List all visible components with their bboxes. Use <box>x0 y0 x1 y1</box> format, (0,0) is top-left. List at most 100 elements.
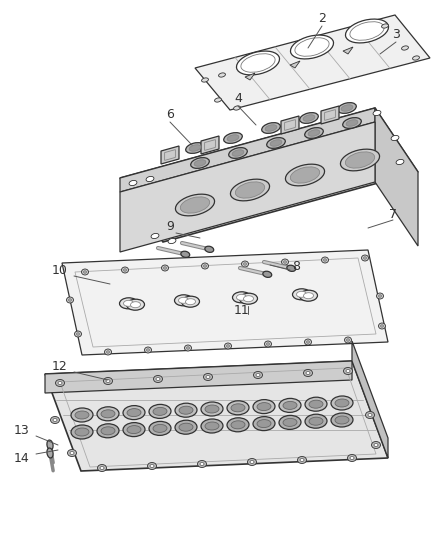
Ellipse shape <box>247 458 257 465</box>
Ellipse shape <box>204 374 212 381</box>
Ellipse shape <box>175 420 197 434</box>
Ellipse shape <box>300 458 304 462</box>
Ellipse shape <box>187 347 190 349</box>
Ellipse shape <box>198 461 206 467</box>
Text: 12: 12 <box>52 359 68 373</box>
Ellipse shape <box>163 266 166 269</box>
Ellipse shape <box>256 374 260 376</box>
Text: 9: 9 <box>166 221 174 233</box>
Ellipse shape <box>413 56 420 60</box>
Ellipse shape <box>168 238 176 244</box>
Ellipse shape <box>56 379 64 386</box>
Ellipse shape <box>233 292 251 303</box>
Polygon shape <box>120 122 375 252</box>
Ellipse shape <box>204 265 206 267</box>
Ellipse shape <box>227 401 249 415</box>
Ellipse shape <box>263 271 272 277</box>
Ellipse shape <box>283 401 297 409</box>
Ellipse shape <box>227 418 249 432</box>
Ellipse shape <box>270 140 282 146</box>
Ellipse shape <box>378 323 385 329</box>
Ellipse shape <box>162 265 169 271</box>
Ellipse shape <box>240 293 258 304</box>
Ellipse shape <box>84 271 86 273</box>
Ellipse shape <box>179 423 193 431</box>
Ellipse shape <box>343 367 353 375</box>
Ellipse shape <box>233 106 240 110</box>
Ellipse shape <box>153 376 162 383</box>
Ellipse shape <box>345 152 374 168</box>
Ellipse shape <box>75 428 89 436</box>
Ellipse shape <box>74 331 81 337</box>
Ellipse shape <box>97 424 119 438</box>
Ellipse shape <box>124 269 127 271</box>
Ellipse shape <box>103 377 113 384</box>
Polygon shape <box>352 341 388 458</box>
Ellipse shape <box>101 427 115 435</box>
Ellipse shape <box>257 419 271 427</box>
Ellipse shape <box>127 409 141 417</box>
Ellipse shape <box>153 424 167 432</box>
Ellipse shape <box>231 421 245 429</box>
Ellipse shape <box>201 78 208 82</box>
Ellipse shape <box>286 164 325 186</box>
Text: 8: 8 <box>292 261 300 273</box>
Ellipse shape <box>304 339 311 345</box>
Ellipse shape <box>47 448 53 458</box>
Ellipse shape <box>346 369 350 373</box>
Ellipse shape <box>181 296 199 307</box>
Ellipse shape <box>290 167 320 183</box>
Ellipse shape <box>68 299 71 301</box>
Polygon shape <box>290 61 300 68</box>
Ellipse shape <box>123 406 145 419</box>
Ellipse shape <box>350 456 354 459</box>
Ellipse shape <box>175 403 197 417</box>
Ellipse shape <box>184 345 191 351</box>
Ellipse shape <box>106 351 110 353</box>
Text: 13: 13 <box>14 424 30 437</box>
Ellipse shape <box>194 160 206 166</box>
Text: 3: 3 <box>392 28 400 41</box>
Ellipse shape <box>346 339 350 341</box>
Ellipse shape <box>303 115 315 121</box>
Text: 14: 14 <box>14 451 30 464</box>
Text: 11: 11 <box>234 304 250 318</box>
Ellipse shape <box>265 341 272 347</box>
Ellipse shape <box>201 419 223 433</box>
Text: 4: 4 <box>234 92 242 104</box>
Ellipse shape <box>253 417 275 431</box>
Ellipse shape <box>335 399 349 407</box>
Ellipse shape <box>254 372 262 378</box>
Ellipse shape <box>283 261 286 263</box>
Ellipse shape <box>253 400 275 414</box>
Ellipse shape <box>250 461 254 464</box>
Ellipse shape <box>283 418 297 426</box>
Ellipse shape <box>151 233 159 239</box>
Ellipse shape <box>261 123 280 133</box>
Ellipse shape <box>153 407 167 415</box>
Ellipse shape <box>368 414 372 416</box>
Ellipse shape <box>231 404 245 412</box>
Ellipse shape <box>215 98 222 102</box>
Ellipse shape <box>381 325 384 327</box>
Ellipse shape <box>146 349 149 351</box>
Polygon shape <box>375 108 418 246</box>
Ellipse shape <box>304 293 314 298</box>
Ellipse shape <box>305 414 327 428</box>
Ellipse shape <box>324 259 326 261</box>
Ellipse shape <box>150 464 154 467</box>
Ellipse shape <box>305 127 323 139</box>
Ellipse shape <box>237 51 279 75</box>
Ellipse shape <box>97 407 119 421</box>
Ellipse shape <box>149 405 171 418</box>
Text: 2: 2 <box>318 12 326 25</box>
Ellipse shape <box>226 345 230 348</box>
Polygon shape <box>343 47 353 54</box>
Ellipse shape <box>58 382 62 384</box>
Ellipse shape <box>237 294 247 300</box>
Ellipse shape <box>106 379 110 383</box>
Ellipse shape <box>77 333 80 335</box>
Ellipse shape <box>371 441 381 448</box>
Ellipse shape <box>201 263 208 269</box>
Ellipse shape <box>174 295 192 306</box>
